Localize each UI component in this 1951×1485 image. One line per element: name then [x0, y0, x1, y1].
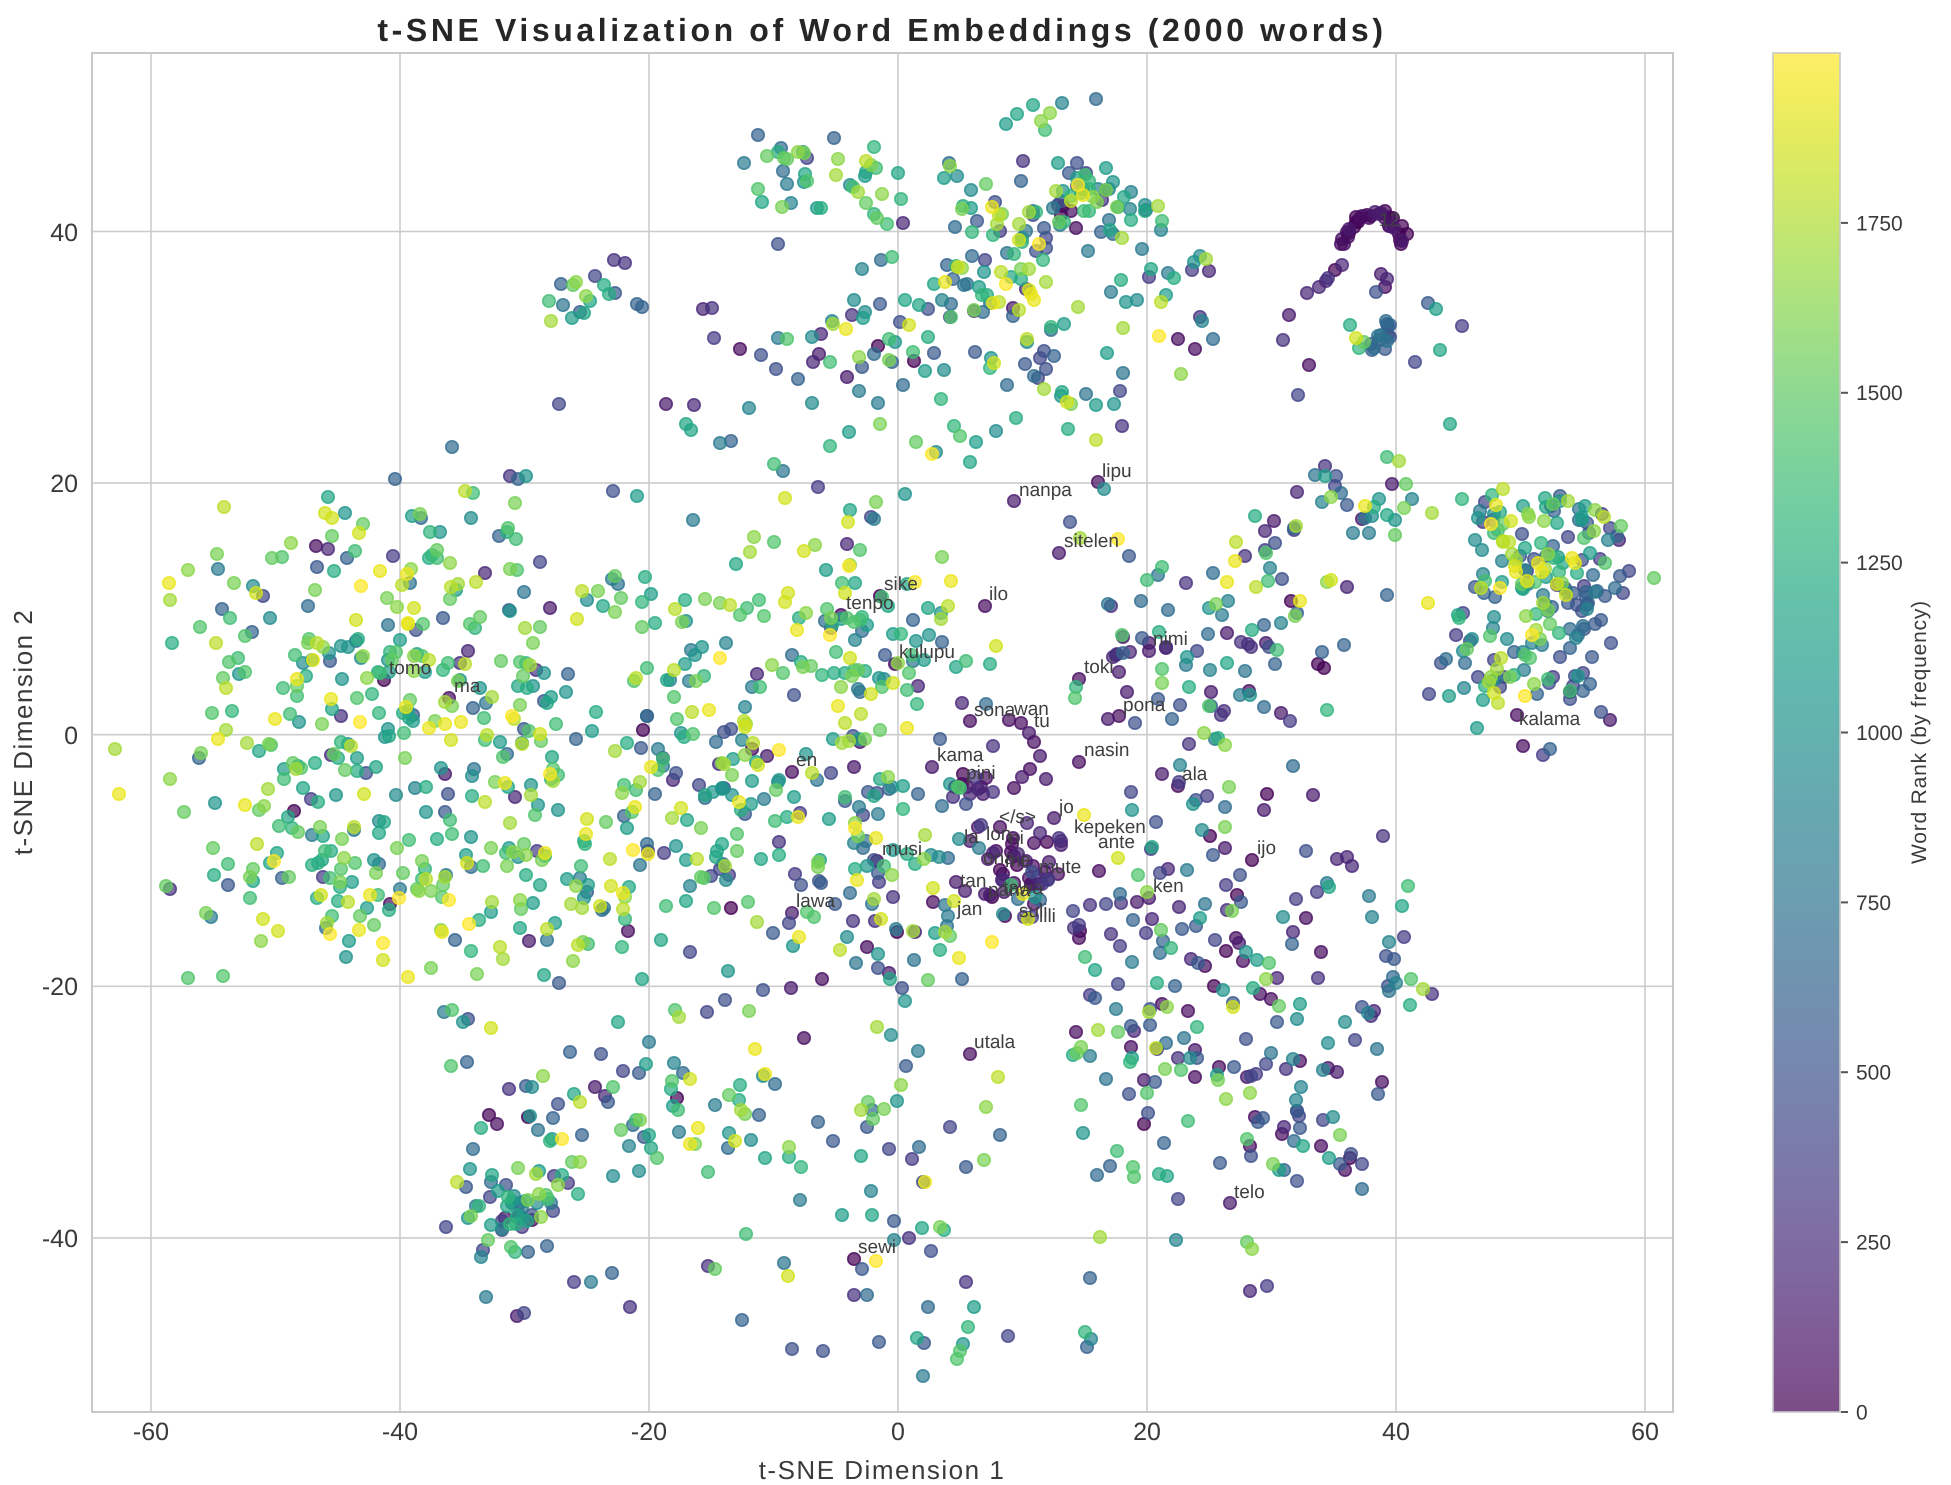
- svg-text:sitelen: sitelen: [1064, 531, 1119, 552]
- svg-text:utala: utala: [974, 1032, 1016, 1053]
- svg-text:wan: wan: [1013, 699, 1049, 720]
- svg-text:sewi: sewi: [858, 1237, 896, 1258]
- svg-text:nasin: nasin: [1084, 740, 1129, 761]
- svg-text:ken: ken: [1153, 876, 1184, 897]
- svg-text:telo: telo: [1234, 1182, 1265, 1203]
- svg-text:ijo: ijo: [1257, 838, 1276, 859]
- svg-text:pona: pona: [1123, 695, 1166, 716]
- svg-text:tenpo: tenpo: [846, 593, 894, 614]
- svg-text:ma: ma: [454, 676, 481, 697]
- svg-text:40: 40: [50, 219, 78, 247]
- svg-text:tu: tu: [1034, 711, 1050, 732]
- svg-text:Word Rank (by frequency): Word Rank (by frequency): [1908, 600, 1931, 864]
- svg-text:en: en: [796, 750, 817, 771]
- svg-text:ni: ni: [1009, 828, 1024, 849]
- svg-text:t-SNE Dimension 2: t-SNE Dimension 2: [8, 609, 38, 856]
- svg-text:500: 500: [1856, 1062, 1891, 1085]
- svg-text:1250: 1250: [1856, 552, 1903, 575]
- svg-text:tan: tan: [960, 871, 986, 892]
- svg-text:kama: kama: [937, 745, 984, 766]
- svg-text:suli: suli: [1019, 901, 1048, 922]
- svg-text:t-SNE Visualization of Word Em: t-SNE Visualization of Word Embeddings (…: [377, 12, 1386, 48]
- svg-text:lipu: lipu: [1102, 461, 1132, 482]
- svg-text:lon: lon: [986, 824, 1011, 845]
- svg-text:ilo: ilo: [989, 584, 1008, 605]
- svg-text:tawa: tawa: [1003, 878, 1044, 899]
- svg-text:0: 0: [1856, 1401, 1868, 1424]
- svg-text:0: 0: [64, 722, 78, 750]
- svg-text:-40: -40: [42, 1225, 78, 1253]
- svg-text:-20: -20: [631, 1418, 667, 1446]
- svg-text:sona: sona: [974, 700, 1016, 721]
- svg-text:pana: pana: [988, 880, 1031, 901]
- svg-text:toki: toki: [1084, 657, 1114, 678]
- svg-text:750: 750: [1856, 892, 1891, 915]
- svg-text:lawa: lawa: [796, 891, 836, 912]
- svg-text:ala: ala: [1182, 764, 1208, 785]
- svg-text:ona: ona: [983, 848, 1015, 869]
- svg-text:kalama: kalama: [1519, 709, 1581, 730]
- svg-text:mi: mi: [1005, 851, 1025, 872]
- svg-text:ante: ante: [1098, 832, 1135, 853]
- svg-text:lili: lili: [1039, 906, 1056, 927]
- svg-text:jo: jo: [1058, 797, 1074, 818]
- svg-text:musi: musi: [882, 839, 922, 860]
- svg-text:1750: 1750: [1856, 212, 1903, 235]
- svg-text:nimi: nimi: [1153, 629, 1188, 650]
- svg-text:0: 0: [891, 1418, 905, 1446]
- svg-text:60: 60: [1631, 1418, 1659, 1446]
- svg-text:1000: 1000: [1856, 722, 1903, 745]
- svg-text:pini: pini: [966, 763, 996, 784]
- svg-text:40: 40: [1382, 1418, 1410, 1446]
- svg-text:la: la: [964, 827, 979, 848]
- svg-text:kulupu: kulupu: [899, 642, 955, 663]
- svg-text:20: 20: [1133, 1418, 1161, 1446]
- svg-text:mute: mute: [1039, 857, 1081, 878]
- svg-text:250: 250: [1856, 1231, 1891, 1254]
- svg-text:sike: sike: [884, 574, 918, 595]
- svg-text:jan: jan: [956, 899, 982, 920]
- svg-text:20: 20: [50, 470, 78, 498]
- svg-text:t-SNE Dimension 1: t-SNE Dimension 1: [759, 1455, 1006, 1485]
- svg-text:1500: 1500: [1856, 382, 1903, 405]
- svg-text:kepeken: kepeken: [1074, 817, 1146, 838]
- svg-text:e: e: [1020, 850, 1031, 871]
- svg-text:-40: -40: [382, 1418, 418, 1446]
- svg-text:</s>: </s>: [999, 807, 1036, 828]
- svg-text:12: 12: [1379, 210, 1400, 231]
- svg-text:tomo: tomo: [389, 658, 431, 679]
- svg-text:-20: -20: [42, 973, 78, 1001]
- svg-text:nanpa: nanpa: [1019, 480, 1072, 501]
- svg-text:-60: -60: [133, 1418, 169, 1446]
